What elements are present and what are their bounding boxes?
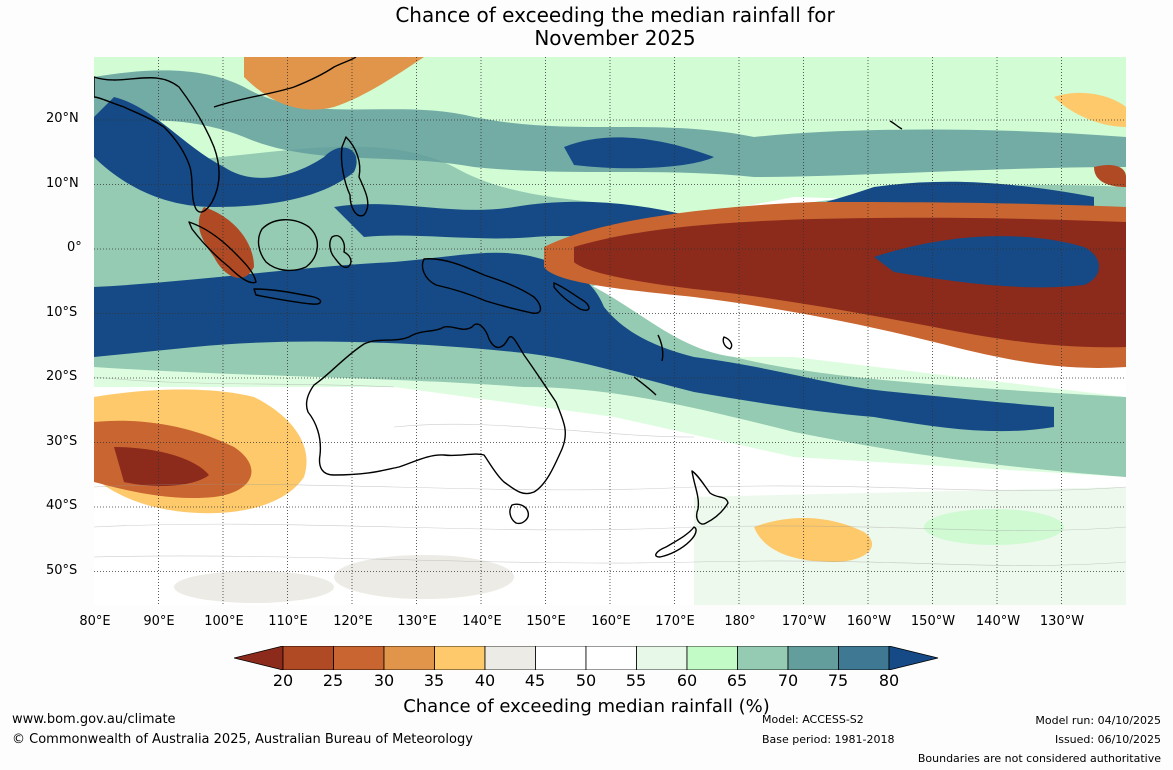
lat-label-20s: 20°S xyxy=(46,369,78,384)
copyright-text: © Commonwealth of Australia 2025, Austra… xyxy=(12,732,473,747)
lon-label-160e: 160°E xyxy=(591,614,631,629)
lat-label-10n: 10°N xyxy=(46,176,79,191)
new-guinea-coastline xyxy=(421,258,542,314)
new-zealand-north-coastline xyxy=(691,470,729,525)
new-caledonia-coastline xyxy=(633,376,657,396)
lon-label-110e: 110°E xyxy=(268,614,308,629)
lon-label-80e: 80°E xyxy=(79,614,111,629)
colorbar-cell xyxy=(787,646,839,670)
colorbar-tick-35: 35 xyxy=(423,671,445,690)
lat-label-30s: 30°S xyxy=(46,434,78,449)
vanuatu-coastline xyxy=(657,334,664,362)
colorbar-title: Chance of exceeding median rainfall (%) xyxy=(403,696,770,717)
lon-label-170w: 170°W xyxy=(781,614,827,629)
colorbar-tick-55: 55 xyxy=(625,671,647,690)
coastlines xyxy=(94,57,903,558)
lat-label-10s: 10°S xyxy=(46,305,78,320)
model-run-date: Model run: 04/10/2025 xyxy=(1035,714,1161,727)
colorbar-tick-25: 25 xyxy=(322,671,344,690)
colorbar-tick-80: 80 xyxy=(878,671,900,690)
fiji-coastline xyxy=(722,336,733,350)
colorbar-cell xyxy=(838,646,890,670)
colorbar-arrow-low xyxy=(234,646,284,670)
probability-patches-dry xyxy=(94,57,1126,562)
colorbar xyxy=(234,646,939,670)
colorbar-tick-50: 50 xyxy=(575,671,597,690)
lon-label-160w: 160°W xyxy=(846,614,892,629)
colorbar-cell xyxy=(737,646,789,670)
colorbar-cell xyxy=(535,646,587,670)
website-link[interactable]: www.bom.gov.au/climate xyxy=(12,712,176,727)
model-name: Model: ACCESS-S2 xyxy=(762,713,864,726)
colorbar-tick-70: 70 xyxy=(777,671,799,690)
title-line-2: November 2025 xyxy=(534,26,696,50)
colorbar-tick-30: 30 xyxy=(373,671,395,690)
colorbar-cell xyxy=(636,646,688,670)
sulawesi-coastline xyxy=(329,235,352,269)
lon-label-100e: 100°E xyxy=(204,614,244,629)
rainfall-map xyxy=(94,57,1126,605)
sumatra-coastline xyxy=(188,221,257,284)
colorbar-tick-60: 60 xyxy=(676,671,698,690)
mainland-asia-coastline xyxy=(94,76,220,213)
lon-label-120e: 120°E xyxy=(333,614,373,629)
lon-label-140w: 140°W xyxy=(975,614,1021,629)
colorbar-cell xyxy=(434,646,486,670)
boundaries-disclaimer: Boundaries are not considered authoritat… xyxy=(917,752,1161,765)
chart-title: Chance of exceeding the median rainfall … xyxy=(0,4,1173,50)
colorbar-cell xyxy=(585,646,637,670)
lon-label-170e: 170°E xyxy=(655,614,695,629)
contour-lines xyxy=(94,376,1126,566)
lon-label-150w: 150°W xyxy=(910,614,956,629)
map-canvas xyxy=(94,57,1126,605)
colorbar-arrow-high xyxy=(888,646,939,670)
colorbar-cell xyxy=(686,646,738,670)
tasmania-coastline xyxy=(509,503,529,525)
lon-label-130w: 130°W xyxy=(1039,614,1085,629)
lat-label-50s: 50°S xyxy=(46,563,78,578)
philippines-coastline xyxy=(340,136,369,217)
colorbar-tick-45: 45 xyxy=(524,671,546,690)
lat-label-40s: 40°S xyxy=(46,498,78,513)
solomon-islands-coastline xyxy=(553,282,590,311)
china-coastline xyxy=(213,57,357,108)
issued-date: Issued: 06/10/2025 xyxy=(1054,733,1161,746)
colorbar-cell xyxy=(484,646,536,670)
colorbar-cell xyxy=(383,646,435,670)
colorbar-tick-40: 40 xyxy=(474,671,496,690)
lon-label-180: 180° xyxy=(724,614,756,629)
hawaii-coastline xyxy=(889,120,903,130)
colorbar-tick-20: 20 xyxy=(272,671,294,690)
lat-label-equator: 0° xyxy=(67,240,82,255)
new-zealand-south-coastline xyxy=(655,526,697,558)
java-coastline xyxy=(253,288,322,305)
title-line-1: Chance of exceeding the median rainfall … xyxy=(395,3,835,27)
colorbar-cell xyxy=(282,646,334,670)
graticule xyxy=(94,57,1126,605)
lon-label-150e: 150°E xyxy=(526,614,566,629)
lon-label-90e: 90°E xyxy=(143,614,175,629)
lat-label-20n: 20°N xyxy=(46,111,79,126)
lon-label-140e: 140°E xyxy=(462,614,502,629)
borneo-coastline xyxy=(257,219,318,272)
lon-label-130e: 130°E xyxy=(397,614,437,629)
australia-coastline xyxy=(305,323,566,495)
colorbar-tick-65: 65 xyxy=(726,671,748,690)
colorbar-tick-75: 75 xyxy=(827,671,849,690)
colorbar-cell xyxy=(333,646,385,670)
base-period: Base period: 1981-2018 xyxy=(762,733,895,746)
